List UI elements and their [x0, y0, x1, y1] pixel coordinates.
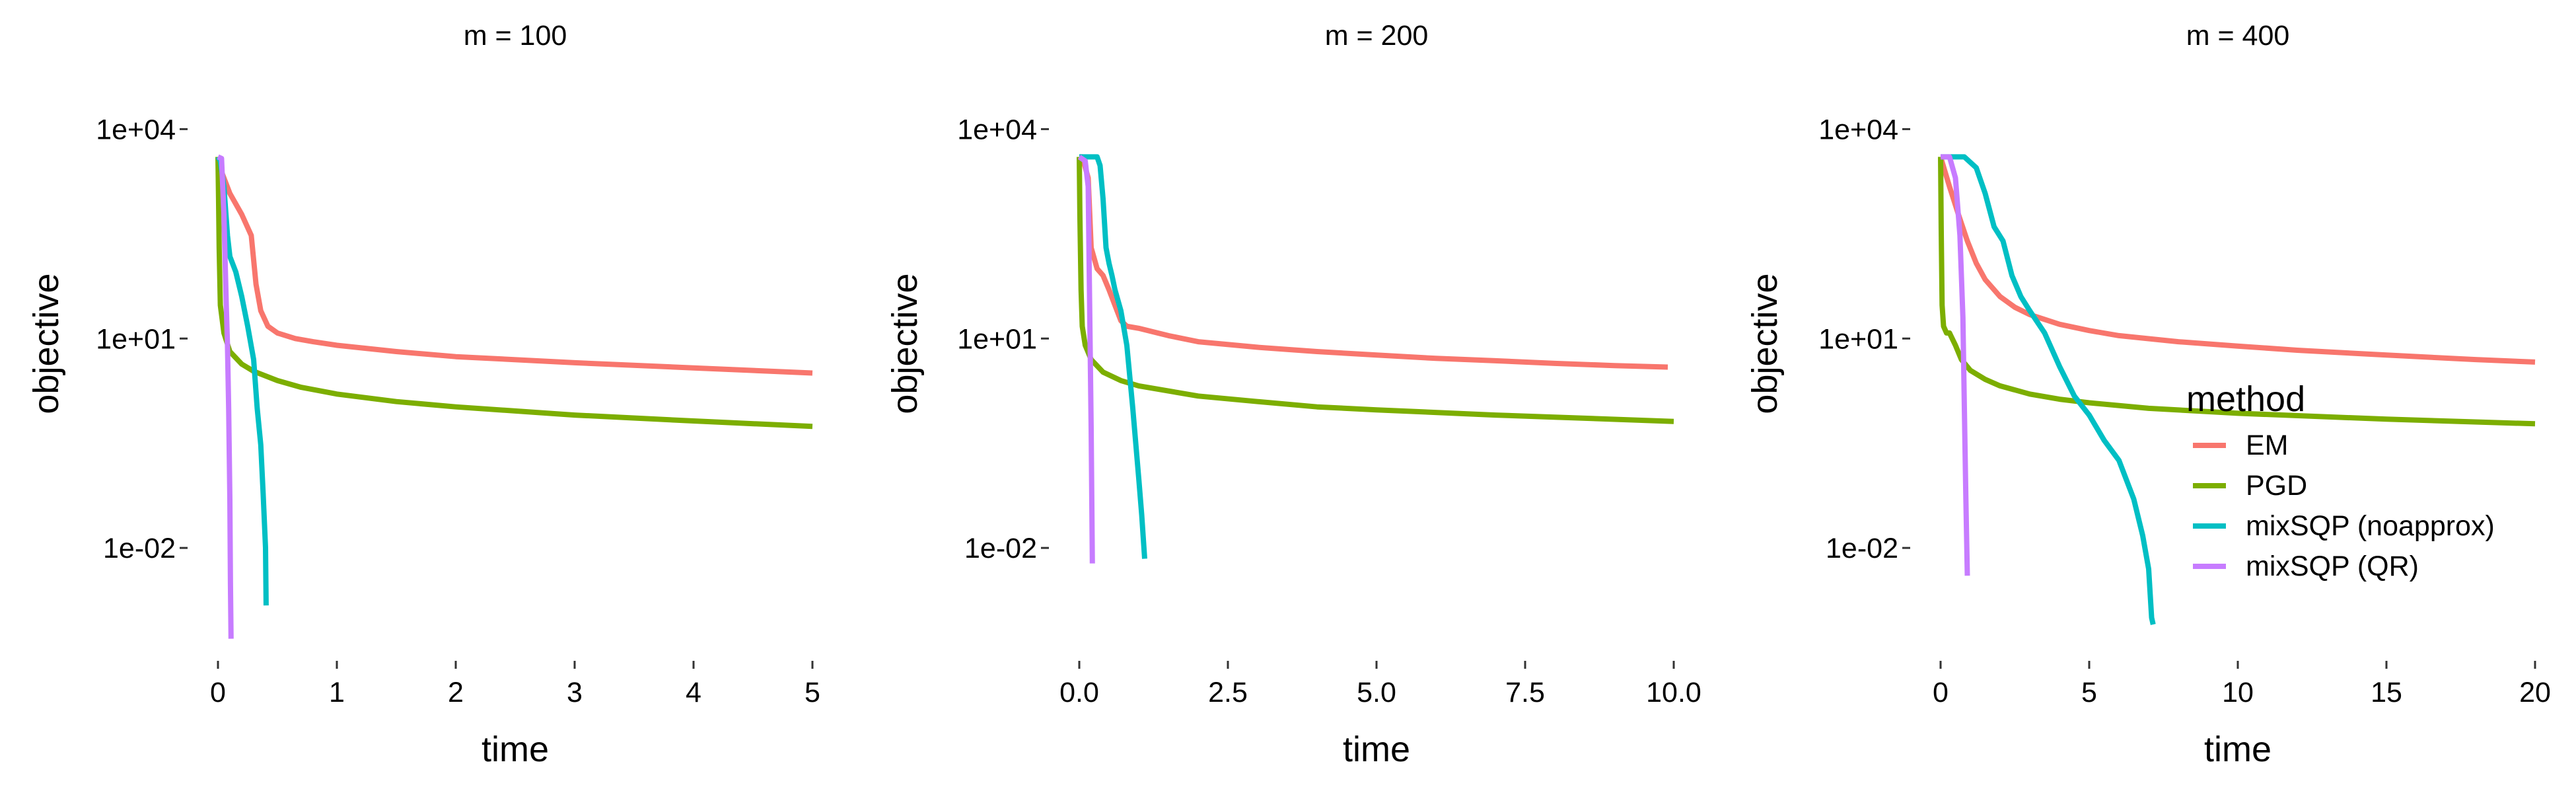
series-line-mixsqp-noapprox	[1941, 154, 2156, 625]
series-line-em	[217, 165, 813, 376]
x-tick-label: 4	[686, 677, 701, 708]
x-axis-label-panel-2: time	[1343, 730, 1410, 769]
series-line-pgd	[1077, 157, 1674, 424]
panel-strip-label: m = 100	[464, 20, 567, 52]
y-tick-label: 1e+01	[96, 323, 176, 355]
legend-label-pgd: PGD	[2246, 470, 2307, 502]
series-line-mixsqp-qr	[1077, 155, 1095, 564]
series-line-mixsqp-noapprox	[1079, 154, 1147, 559]
x-tick-label: 2.5	[1208, 677, 1248, 708]
panel-2: m = 200 1e-02 1e+01 1e+04 0.0 2.5 5.0 7.5 10.0	[957, 20, 1701, 708]
x-axis-label-panel-3: time	[2204, 730, 2272, 769]
y-tick-label: 1e-02	[1826, 533, 1898, 564]
y-tick-label: 1e+04	[96, 114, 176, 145]
y-axis-label-panel-1: objective	[26, 273, 66, 414]
y-axis-label-panel-3: objective	[1745, 273, 1785, 414]
x-tick-label: 10.0	[1646, 677, 1701, 708]
x-tick-label: 5	[805, 677, 820, 708]
y-tick-label: 1e-02	[103, 533, 176, 564]
y-tick-label: 1e+04	[957, 114, 1037, 145]
series-line-em	[1938, 156, 2536, 365]
series-line-mixsqp-qr	[217, 154, 234, 639]
x-tick-label: 0.0	[1059, 677, 1099, 708]
legend-label-mixsqp-noapprox: mixSQP (noapprox)	[2246, 510, 2495, 542]
x-tick-label: 0	[210, 677, 226, 708]
x-tick-label: 1	[329, 677, 345, 708]
y-tick-label: 1e-02	[964, 533, 1037, 564]
legend: method EM PGD mixSQP (noapprox) mixSQP (QR)	[2186, 379, 2495, 582]
x-tick-label: 5.0	[1357, 677, 1396, 708]
x-axis-label-panel-1: time	[482, 730, 549, 769]
x-tick-label: 10	[2222, 677, 2254, 708]
legend-label-mixsqp-qr: mixSQP (QR)	[2246, 550, 2419, 582]
x-tick-label: 20	[2519, 677, 2551, 708]
x-tick-label: 5	[2081, 677, 2097, 708]
x-tick-label: 3	[567, 677, 583, 708]
y-tick-label: 1e+01	[1818, 323, 1898, 355]
series-line-pgd	[1938, 157, 2536, 427]
legend-label-em: EM	[2246, 430, 2289, 461]
panel-1: m = 100 1e-02 1e+01 1e+04 0 1 2 3 4 5	[96, 20, 820, 708]
y-axis-label-panel-2: objective	[885, 273, 925, 414]
panel-strip-label: m = 400	[2186, 20, 2290, 52]
panel-3: m = 400 1e-02 1e+01 1e+04 0 5 10 15 20	[1818, 20, 2551, 708]
series-line-pgd	[215, 157, 813, 430]
x-tick-label: 2	[448, 677, 464, 708]
chart-panels: m = 100 1e-02 1e+01 1e+04 0 1 2 3 4 5 m = 200 1e-02…	[96, 20, 2551, 708]
series-line-em	[1079, 154, 1668, 370]
legend-title: method	[2186, 379, 2305, 419]
x-tick-label: 0	[1933, 677, 1949, 708]
x-tick-label: 15	[2371, 677, 2402, 708]
series-line-mixsqp-qr	[1941, 154, 1970, 576]
panel-strip-label: m = 200	[1325, 20, 1429, 52]
y-tick-label: 1e+01	[957, 323, 1037, 355]
x-tick-label: 7.5	[1505, 677, 1545, 708]
y-tick-label: 1e+04	[1818, 114, 1898, 145]
